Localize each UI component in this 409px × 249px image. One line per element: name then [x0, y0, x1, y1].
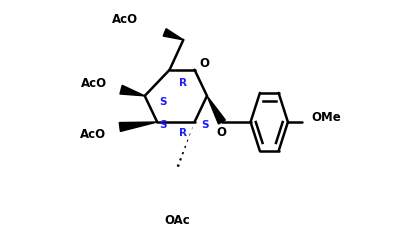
Polygon shape	[119, 122, 157, 131]
Text: R: R	[179, 128, 187, 138]
Text: S: S	[201, 120, 208, 129]
Polygon shape	[120, 85, 145, 96]
Polygon shape	[163, 29, 183, 40]
Text: AcO: AcO	[80, 128, 106, 141]
Text: S: S	[160, 97, 167, 107]
Text: S: S	[160, 120, 167, 129]
Text: AcO: AcO	[112, 13, 139, 26]
Text: OMe: OMe	[312, 111, 342, 124]
Polygon shape	[207, 96, 225, 124]
Text: R: R	[179, 78, 187, 88]
Text: O: O	[216, 126, 226, 139]
Text: OAc: OAc	[164, 214, 190, 227]
Text: O: O	[200, 57, 209, 70]
Text: AcO: AcO	[81, 77, 108, 90]
